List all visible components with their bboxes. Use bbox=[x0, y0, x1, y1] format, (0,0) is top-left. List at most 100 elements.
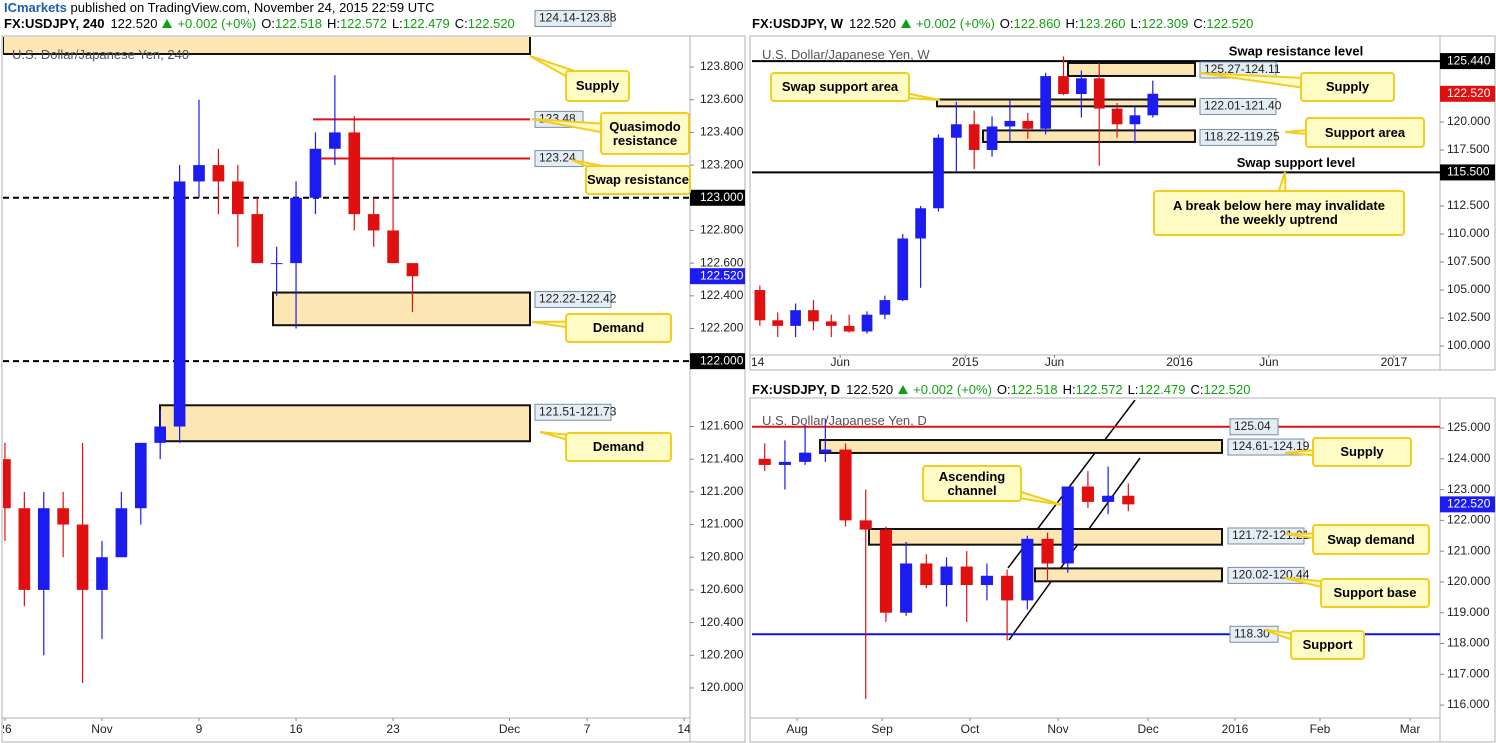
last-price-label: 122.520 bbox=[1447, 86, 1491, 100]
y-tick-label: 122.800 bbox=[700, 223, 744, 237]
x-axis: 2014 Jun 2015 Jun 2016 Jun 2017 bbox=[752, 355, 1408, 369]
ohlc: O:122.860 bbox=[1000, 16, 1061, 31]
x-axis: 26 Nov 9 16 23 Dec 7 14 bbox=[0, 718, 690, 736]
zone bbox=[1034, 567, 1223, 583]
level-label-box bbox=[534, 150, 584, 168]
y-tick-label: 116.000 bbox=[1447, 697, 1490, 711]
price: 122.520 bbox=[846, 382, 894, 397]
candle-body bbox=[1075, 78, 1087, 95]
candle-body bbox=[309, 148, 322, 198]
candle-body bbox=[772, 320, 784, 326]
ohlc: L:122.309 bbox=[1131, 16, 1189, 31]
x-tick-label: Feb bbox=[1310, 722, 1331, 736]
zone-label: 124.61-124.19 bbox=[1232, 439, 1310, 453]
zone bbox=[819, 439, 1223, 454]
zone-label-box bbox=[1227, 566, 1305, 584]
candle-body bbox=[193, 165, 205, 182]
candle-body bbox=[861, 314, 873, 332]
candle-body bbox=[839, 449, 852, 521]
top-line: ICmarkets published on TradingView.com, … bbox=[4, 0, 439, 15]
callout: Swap resistance bbox=[585, 165, 691, 195]
plot bbox=[3, 37, 690, 684]
ohlc: H:122.572 bbox=[327, 16, 387, 31]
candle-body bbox=[212, 165, 225, 182]
candle-body bbox=[920, 563, 933, 586]
candle-body bbox=[251, 214, 264, 264]
zone bbox=[1067, 61, 1196, 77]
zone bbox=[272, 291, 531, 327]
zone-label-box bbox=[534, 403, 612, 421]
x-tick-label: Oct bbox=[961, 722, 980, 736]
candle-body bbox=[1081, 486, 1094, 502]
candle-body bbox=[980, 575, 993, 586]
level-axis-box bbox=[1440, 164, 1495, 181]
callout: Support bbox=[1290, 630, 1365, 660]
y-tick-label: 120.800 bbox=[700, 549, 744, 563]
ohlc-key: O: bbox=[999, 16, 1014, 31]
candle-body bbox=[754, 290, 766, 321]
y-tick-label: 102.500 bbox=[1447, 310, 1491, 324]
ohlc-key: H: bbox=[326, 16, 340, 31]
x-tick-label: 26 bbox=[0, 722, 12, 736]
ohlc-key: L: bbox=[391, 16, 403, 31]
callout: Ascending channel bbox=[922, 465, 1022, 502]
level-axis-label: 122.000 bbox=[700, 353, 744, 367]
ohlc-key: H: bbox=[1065, 16, 1079, 31]
candle-body bbox=[1001, 575, 1014, 601]
callout: Supply bbox=[1312, 437, 1412, 467]
y-tick-label: 122.600 bbox=[700, 255, 744, 269]
ohlc-value: 122.518 bbox=[1010, 382, 1058, 397]
candle-body bbox=[968, 124, 980, 151]
y-tick-label: 125.000 bbox=[1447, 420, 1491, 434]
candle-body bbox=[290, 197, 302, 264]
candle-body bbox=[819, 449, 832, 453]
ohlc: L:122.479 bbox=[392, 16, 450, 31]
candle-body bbox=[940, 566, 953, 586]
x-tick-label: Dec bbox=[499, 722, 520, 736]
candle-body bbox=[1129, 115, 1141, 125]
candle-body bbox=[1004, 120, 1016, 127]
candle-body bbox=[3, 459, 11, 509]
ohlc-key: L: bbox=[1130, 16, 1142, 31]
candle-body bbox=[790, 310, 801, 326]
x-tick-label: Jun bbox=[831, 355, 850, 369]
ohlc: L:122.479 bbox=[1128, 382, 1186, 397]
ohlc-value: 122.479 bbox=[1138, 382, 1186, 397]
callout: A break below here may invalidate the we… bbox=[1153, 190, 1405, 236]
candle-body bbox=[1021, 538, 1034, 601]
y-tick-label: 123.600 bbox=[700, 92, 744, 106]
last-price-box bbox=[1440, 496, 1495, 513]
candle-body bbox=[406, 263, 419, 277]
y-tick-label: 100.000 bbox=[1447, 338, 1491, 352]
ohlc-key: O: bbox=[996, 382, 1011, 397]
level-label: 125.04 bbox=[1234, 419, 1271, 433]
zone-label: 121.51-121.73 bbox=[539, 404, 617, 418]
change: +0.002 (+0%) bbox=[913, 382, 992, 397]
ohlc: O:122.518 bbox=[261, 16, 322, 31]
symbol: FX:USDJPY, D bbox=[752, 382, 841, 397]
ohlc-value: 122.309 bbox=[1141, 16, 1189, 31]
chart-title: U.S. Dollar/Japanese Yen, 240 bbox=[12, 47, 190, 62]
level-axis-label: 123.000 bbox=[700, 190, 744, 204]
candle-body bbox=[915, 208, 926, 239]
change-arrow bbox=[162, 19, 173, 28]
y-tick-label: 120.200 bbox=[700, 647, 744, 661]
callout: Support area bbox=[1305, 117, 1425, 148]
level-label-box bbox=[1229, 418, 1279, 436]
ohlc: H:123.260 bbox=[1066, 16, 1126, 31]
y-tick-label: 122.000 bbox=[1447, 513, 1491, 527]
chart-title: U.S. Dollar/Japanese Yen, D bbox=[762, 413, 927, 428]
y-tick-label: 124.000 bbox=[1447, 451, 1491, 465]
candle-body bbox=[348, 132, 361, 215]
ohlc-value: 122.572 bbox=[339, 16, 387, 31]
last-price-box bbox=[690, 268, 745, 285]
callout: Demand bbox=[565, 432, 672, 462]
panel-border bbox=[749, 35, 1496, 371]
candle-body bbox=[232, 181, 244, 215]
ohlc: C:122.520 bbox=[1193, 16, 1253, 31]
ohlc-value: 122.518 bbox=[274, 16, 322, 31]
x-tick-label: Sep bbox=[871, 722, 893, 736]
candle-body bbox=[897, 238, 909, 301]
ohlc-key: O: bbox=[261, 16, 275, 31]
